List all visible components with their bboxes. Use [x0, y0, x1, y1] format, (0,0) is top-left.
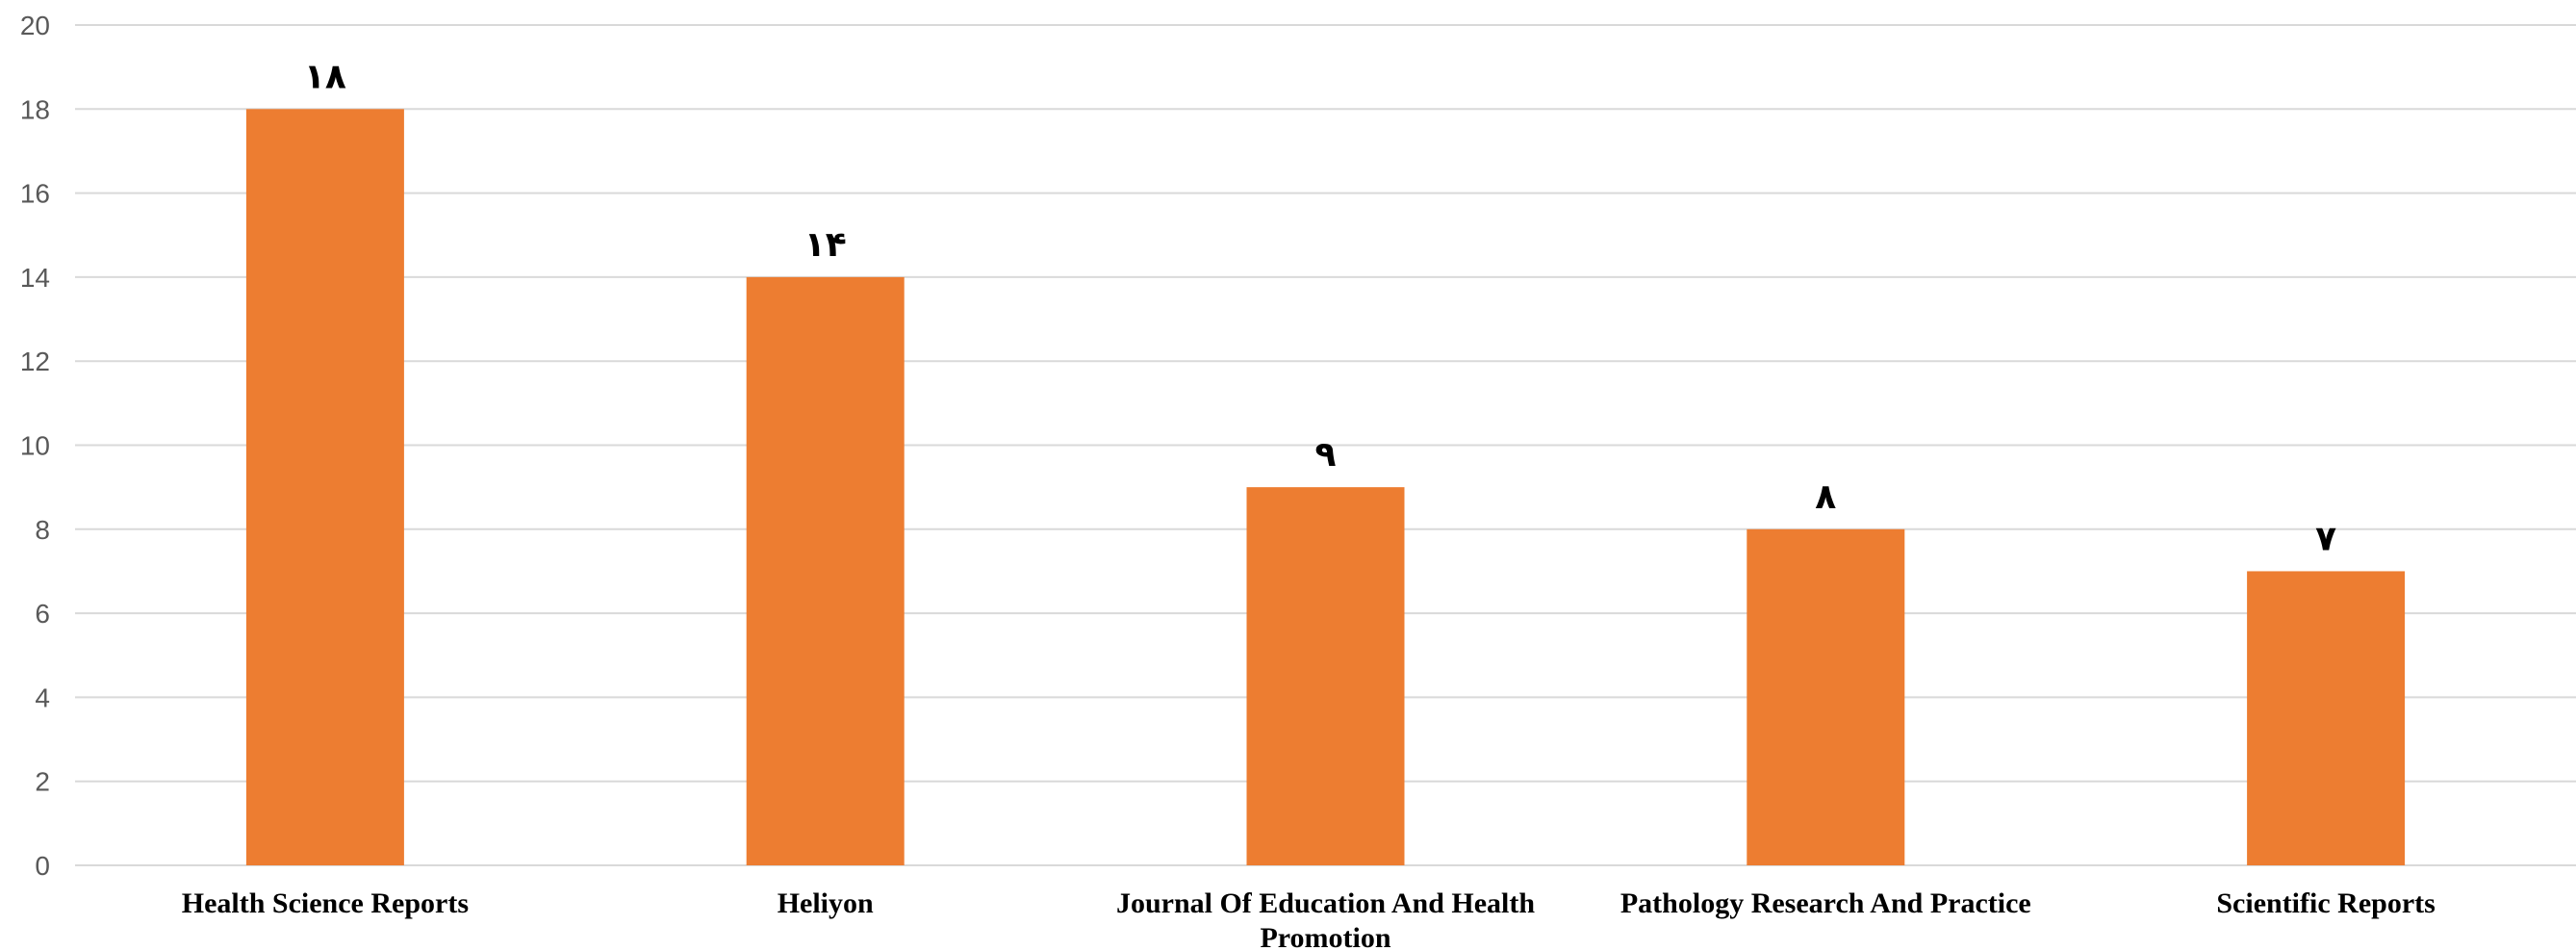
y-tick-label: 10: [20, 431, 50, 461]
category-label: Health Science Reports: [182, 887, 469, 919]
data-label: ۱۴: [804, 225, 847, 265]
y-tick-label: 20: [20, 11, 50, 40]
category-label: Journal Of Education And Health Promotion: [1116, 887, 1535, 951]
data-label: ۸: [1815, 477, 1836, 517]
y-tick-label: 6: [35, 599, 50, 629]
bar: [2247, 571, 2406, 865]
y-tick-label: 0: [35, 851, 50, 881]
y-tick-label: 18: [20, 94, 50, 124]
data-label: ۹: [1315, 435, 1337, 475]
bar: [746, 276, 905, 865]
y-tick-label: 2: [35, 767, 50, 797]
data-labels: ۱۸ ۱۴ ۹ ۸ ۷: [304, 57, 2336, 558]
y-axis-ticks: 0 2 4 6 8 10 12 14 16 18 20: [20, 11, 50, 881]
y-tick-label: 8: [35, 515, 50, 545]
category-label: Heliyon: [778, 887, 874, 919]
data-label: ۷: [2315, 519, 2336, 558]
y-tick-label: 12: [20, 347, 50, 376]
category-label: Pathology Research And Practice: [1620, 887, 2031, 919]
data-label: ۱۸: [304, 57, 346, 96]
bars: [245, 109, 2406, 866]
bar: [245, 109, 404, 866]
y-tick-label: 4: [35, 682, 50, 712]
bar: [1246, 487, 1405, 865]
bar: [1747, 528, 1905, 865]
y-tick-label: 16: [20, 179, 50, 209]
category-labels: Health Science Reports Heliyon Journal Of …: [182, 887, 2436, 951]
y-tick-label: 14: [20, 263, 50, 293]
category-label: Scientific Reports: [2216, 887, 2435, 919]
